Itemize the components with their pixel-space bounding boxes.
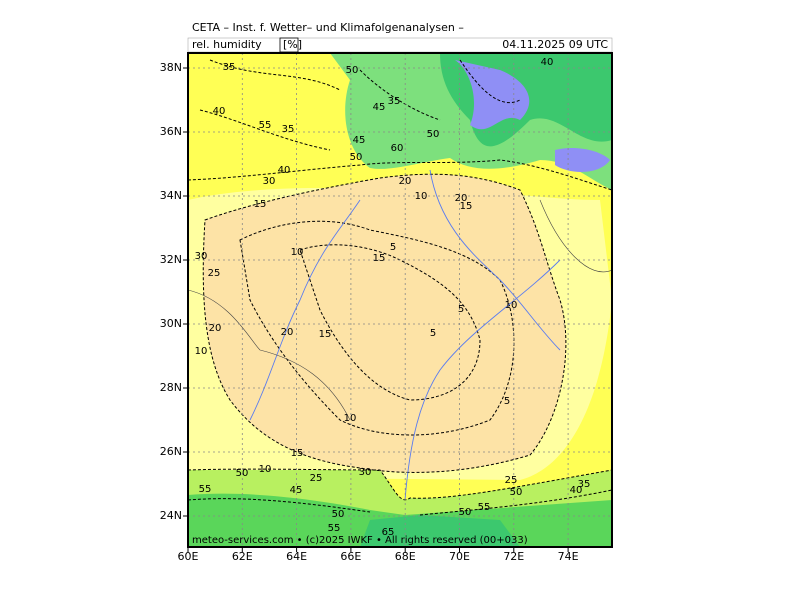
contour-label: 55	[478, 502, 491, 513]
contour-label: 20	[399, 176, 412, 187]
contour-label: 10	[291, 247, 304, 258]
contour-label: 35	[388, 96, 401, 107]
contour-label: 65	[382, 527, 395, 538]
variable-label: rel. humidity	[192, 38, 262, 51]
contour-label: 50	[427, 129, 440, 140]
contour-label: 55	[259, 120, 272, 131]
contour-label: 50	[459, 507, 472, 518]
contour-label: 40	[570, 485, 583, 496]
contour-label: 55	[328, 523, 341, 534]
contour-label: 45	[373, 102, 386, 113]
lat-tick-label: 30N	[160, 317, 182, 330]
contour-label: 20	[455, 193, 468, 204]
lon-tick-label: 66E	[340, 550, 361, 563]
contour-label: 50	[346, 65, 359, 76]
lat-tick-label: 38N	[160, 61, 182, 74]
map-frame	[187, 52, 613, 548]
contour-label: 10	[344, 413, 357, 424]
unit-label: [%]	[283, 38, 302, 51]
contour-label: 5	[430, 328, 436, 339]
contour-label: 15	[254, 199, 267, 210]
contour-label: 60	[391, 143, 404, 154]
lon-tick-label: 70E	[449, 550, 470, 563]
contour-label: 45	[290, 485, 303, 496]
contour-label: 5	[504, 396, 510, 407]
contour-label: 30	[263, 176, 276, 187]
lat-tick-label: 32N	[160, 253, 182, 266]
contour-label: 20	[281, 327, 294, 338]
lon-tick-label: 68E	[395, 550, 416, 563]
lon-tick-label: 72E	[503, 550, 524, 563]
contour-label: 25	[310, 473, 323, 484]
lat-tick-label: 36N	[160, 125, 182, 138]
datetime: 04.11.2025 09 UTC	[502, 38, 608, 51]
contour-label: 10	[195, 346, 208, 357]
contour-label: 35	[223, 62, 236, 73]
contour-label: 5	[458, 304, 464, 315]
contour-label: 20	[209, 323, 222, 334]
lon-tick-label: 60E	[178, 550, 199, 563]
lat-tick-label: 34N	[160, 189, 182, 202]
contour-label: 35	[578, 479, 591, 490]
contour-label: 15	[319, 329, 332, 340]
contour-label: 50	[332, 509, 345, 520]
contour-label: 35	[282, 124, 295, 135]
contour-label: 50	[510, 487, 523, 498]
lon-tick-label: 62E	[232, 550, 253, 563]
contour-label: 10	[505, 300, 518, 311]
lat-tick-label: 28N	[160, 381, 182, 394]
lat-tick-label: 26N	[160, 445, 182, 458]
contour-label: 10	[259, 464, 272, 475]
contour-label: 40	[278, 165, 291, 176]
contour-label: 25	[505, 475, 518, 486]
contour-label: 10	[415, 191, 428, 202]
contour-label: 25	[208, 268, 221, 279]
contour-label: 40	[541, 57, 554, 68]
map-field	[188, 53, 612, 547]
contour-label: 15	[460, 201, 473, 212]
contour-label: 50	[350, 152, 363, 163]
header-title: CETA – Inst. f. Wetter– und Klimafolgena…	[192, 21, 464, 34]
lat-tick-label: 24N	[160, 509, 182, 522]
contour-label: 15	[373, 253, 386, 264]
contour-label: 55	[199, 484, 212, 495]
lon-tick-label: 64E	[286, 550, 307, 563]
contour-label: 50	[236, 468, 249, 479]
contour-label: 30	[195, 251, 208, 262]
lon-tick-label: 74E	[558, 550, 579, 563]
footer-credit: meteo-services.com • (c)2025 IWKF • All …	[192, 535, 528, 546]
contour-label: 5	[390, 242, 396, 253]
contour-label: 40	[213, 106, 226, 117]
contour-label: 45	[353, 135, 366, 146]
contour-label: 30	[359, 467, 372, 478]
contour-label: 15	[291, 448, 304, 459]
